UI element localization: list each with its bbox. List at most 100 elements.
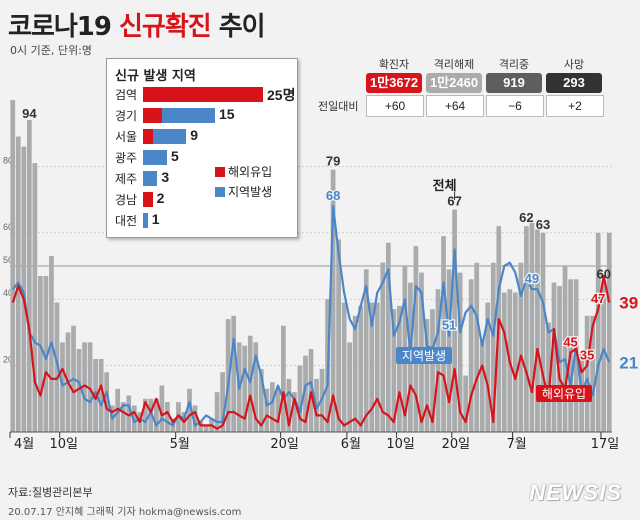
total-bar: [264, 388, 270, 432]
stat-2: 격리중 919 −6: [484, 56, 546, 117]
total-bar: [153, 398, 159, 432]
total-bar: [104, 372, 110, 432]
region-value: 9: [190, 127, 198, 143]
x-tick-label: 5월: [170, 437, 190, 452]
total-bar: [82, 342, 87, 432]
region-row: 광주 5: [107, 148, 297, 166]
stat-value: 1만3672: [366, 73, 422, 93]
total-bar: [551, 282, 557, 432]
total-bar: [512, 292, 518, 432]
total-bar: [601, 282, 607, 432]
total-peak-label: 62: [519, 210, 533, 225]
total-bar: [231, 315, 237, 432]
local-tag-bg: [396, 347, 452, 364]
region-name: 제주: [115, 172, 138, 186]
total-bar: [292, 392, 297, 432]
overseas-tag: 해외유입: [542, 387, 586, 401]
stat-1: 격리해제 1만2460 +64: [424, 56, 486, 117]
total-bar: [535, 229, 540, 432]
total-bar: [474, 262, 480, 432]
total-bar: [391, 309, 397, 432]
total-bar: [452, 209, 457, 432]
data-label: 68: [326, 188, 340, 203]
total-bar: [397, 305, 402, 432]
region-value: 5: [171, 148, 179, 164]
total-bar: [142, 398, 148, 432]
total-bar: [214, 392, 220, 432]
total-bar: [341, 302, 347, 432]
region-bar-local: [152, 129, 187, 144]
region-name: 검역: [115, 88, 138, 102]
legend-swatch: [215, 167, 225, 177]
region-bar-local: [143, 150, 167, 165]
total-bar: [281, 325, 286, 432]
region-panel-title: 신규 발생 지역: [115, 69, 196, 84]
y-tick-label: 80: [3, 155, 13, 165]
y-tick-label: 60: [3, 222, 13, 232]
total-bar: [275, 388, 281, 432]
region-value: 2: [156, 190, 165, 206]
x-tick-label: 6월: [341, 437, 361, 452]
total-bar: [87, 342, 93, 432]
total-bar: [220, 372, 225, 432]
total-bar: [374, 302, 380, 432]
data-label: 21: [619, 353, 638, 372]
region-bar-overseas: [143, 129, 153, 144]
total-bar: [38, 275, 43, 432]
y-tick-label: 50: [3, 255, 13, 265]
total-bar: [32, 163, 38, 432]
total-bar: [148, 398, 154, 432]
legend-label: 지역발생: [228, 185, 273, 199]
page-title: 코로나19 신규확진 추이: [8, 12, 266, 42]
total-bar: [463, 375, 469, 432]
source-text: 자료:질병관리본부: [8, 486, 93, 499]
total-bar: [501, 292, 507, 432]
subtitle: 0시 기준, 단위:명: [10, 44, 92, 57]
total-bar: [540, 232, 546, 432]
credit-text: 20.07.17 안지혜 그래픽 기자 hokma@newsis.com: [8, 507, 242, 518]
region-name: 경남: [115, 193, 138, 207]
region-value: 3: [161, 169, 170, 185]
stat-label: 격리해제: [433, 58, 475, 71]
total-bar: [352, 315, 358, 432]
region-row: 경기 15: [107, 106, 297, 124]
region-name: 서울: [115, 130, 138, 144]
total-bar: [562, 266, 568, 432]
total-bar: [126, 395, 132, 432]
total-bar: [584, 315, 590, 432]
region-bar-overseas: [143, 192, 153, 207]
region-bar-overseas: [143, 87, 263, 102]
stat-delta: +64: [426, 95, 484, 117]
total-bar: [546, 322, 551, 432]
total-bar: [21, 146, 27, 433]
data-label: 51: [442, 318, 456, 333]
newsis-logo: NEWSIS: [529, 480, 622, 505]
total-bar: [76, 349, 82, 432]
total-bar: [385, 242, 391, 432]
legend-item: 지역발생: [215, 183, 272, 200]
stat-value: 1만2460: [426, 73, 482, 93]
total-peak-label: 63: [536, 217, 550, 232]
total-bar: [54, 302, 60, 432]
total-bar: [490, 262, 496, 432]
total-bar: [330, 169, 336, 432]
stat-label: 사망: [563, 58, 585, 71]
region-bar-overseas: [143, 108, 163, 123]
total-bar: [159, 385, 165, 432]
overseas-tag-bg: [536, 385, 592, 402]
total-bar: [413, 246, 419, 432]
data-label: 35: [580, 348, 594, 363]
total-peak-label: 60: [596, 267, 610, 282]
local-line: [11, 205, 611, 427]
stat-3: 사망 293 +2: [544, 56, 606, 117]
legend-label: 해외유입: [228, 165, 273, 179]
delta-label: 전일대비: [318, 100, 359, 113]
total-bar: [98, 358, 104, 432]
total-bar: [441, 236, 446, 432]
total-bar: [308, 349, 314, 432]
region-name: 대전: [115, 214, 138, 228]
region-row: 서울 9: [107, 127, 297, 145]
total-bar: [573, 279, 579, 432]
region-name: 광주: [115, 151, 138, 165]
